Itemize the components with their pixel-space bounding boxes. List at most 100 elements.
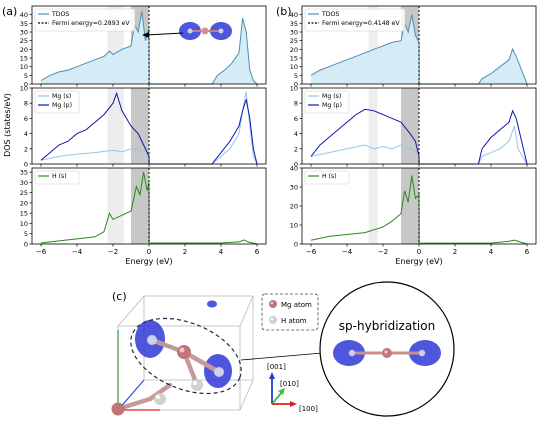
x-tick-label: −4 [72,248,83,256]
y-tick-label: 15 [20,55,28,63]
y-tick-label: 6 [294,115,298,123]
legend-box [34,170,80,185]
y-tick-label: 20 [20,46,28,54]
y-tick-label: 0 [24,241,28,249]
y-tick-label: 30 [290,29,298,37]
structure-panel: (c) [111,281,455,417]
y-tick-label: 10 [290,63,298,71]
energy-window-band [401,168,419,244]
dos-panels: (a)DOS (states/eV)Energy (eV)05101520253… [2,5,537,266]
y-tick-label: 10 [290,222,298,230]
legend-box [304,170,350,185]
x-tick-label: 2 [183,248,187,256]
legend-entry: Mg (s) [52,93,71,100]
y-tick-label: 30 [290,184,298,192]
y-tick-label: 2 [294,145,298,153]
x-tick-label: −6 [36,248,47,256]
y-tick-label: 4 [24,130,28,138]
y-tick-label: 10 [20,220,28,228]
x-tick-label: 0 [147,248,151,256]
y-tick-label: 0 [294,81,298,89]
legend-entry: Mg (p) [52,102,72,109]
series-line [40,11,258,85]
x-tick-label: 6 [255,248,260,256]
y-tick-label: 15 [290,55,298,63]
legend-box [304,8,406,32]
y-tick-label: 20 [20,199,28,207]
legend-entry: Mg (s) [322,93,341,100]
y-tick-label: 10 [20,85,28,93]
energy-window-band [368,88,378,164]
energy-window-band [107,88,124,164]
legend-entry: Fermi energy=0.4148 eV [322,20,400,27]
energy-window-band [368,168,378,244]
energy-window-band [401,88,419,164]
y-tick-label: 40 [20,11,28,19]
x-tick-label: 0 [417,248,421,256]
y-axis-label: DOS (states/eV) [3,93,12,157]
crystal-axes: [001] [010] [100] [267,363,318,413]
energy-window-band [368,6,378,84]
y-tick-label: 20 [290,46,298,54]
y-tick-label: 5 [24,72,28,80]
series-line [310,14,528,85]
x-axis-label: Energy (eV) [125,257,172,266]
x-tick-label: −4 [342,248,353,256]
series-line [310,175,528,245]
y-tick-label: 0 [294,241,298,249]
highlight-ellipse [130,317,242,395]
y-tick-label: 25 [20,189,28,197]
legend-entry: Fermi energy=0.2893 eV [52,20,130,27]
series-line [40,91,258,165]
y-tick-label: 25 [290,37,298,45]
axis-100: [100] [299,405,318,413]
y-tick-label: 20 [290,203,298,211]
y-tick-label: 5 [24,230,28,238]
axis-010: [010] [280,380,299,388]
panel-label: (b) [276,5,292,18]
legend-entry: H (s) [52,173,67,180]
y-tick-label: 5 [294,72,298,80]
y-tick-label: 4 [294,130,298,138]
y-tick-label: 30 [20,179,28,187]
y-tick-label: 8 [294,100,298,108]
y-tick-label: 40 [290,11,298,19]
sp-hybridization-label: sp-hybridization [339,319,435,333]
legend-entry: TDOS [51,11,69,18]
legend-entry: Mg (p) [322,102,342,109]
molecule-inset [142,22,232,40]
y-tick-label: 40 [290,165,298,173]
y-tick-label: 0 [24,161,28,169]
y-tick-label: 10 [20,63,28,71]
panel-label-c: (c) [112,290,127,303]
y-tick-label: 8 [24,100,28,108]
energy-window-band [107,168,124,244]
y-tick-label: 10 [290,85,298,93]
axis-001: [001] [267,363,286,371]
y-tick-label: 25 [20,37,28,45]
x-tick-label: −2 [378,248,388,256]
legend-box [34,8,136,32]
y-tick-label: 35 [20,169,28,177]
x-tick-label: −2 [108,248,118,256]
y-tick-label: 0 [24,81,28,89]
y-tick-label: 0 [294,161,298,169]
x-tick-label: 6 [525,248,530,256]
series-line [310,108,528,165]
sp-hybridization-zoom: sp-hybridization [319,281,455,417]
energy-window-band [131,88,149,164]
y-tick-label: 6 [24,115,28,123]
x-tick-label: 4 [489,248,494,256]
structure-legend: Mg atom H atom [261,293,319,331]
legend-entry: H (s) [322,173,337,180]
x-axis-label: Energy (eV) [395,257,442,266]
y-tick-label: 15 [20,210,28,218]
legend-h-atom: H atom [281,317,307,325]
y-tick-label: 30 [20,29,28,37]
panel-label: (a) [2,5,17,18]
x-tick-label: −6 [306,248,317,256]
x-tick-label: 2 [453,248,457,256]
legend-mg-atom: Mg atom [281,301,312,309]
y-tick-label: 35 [20,20,28,28]
